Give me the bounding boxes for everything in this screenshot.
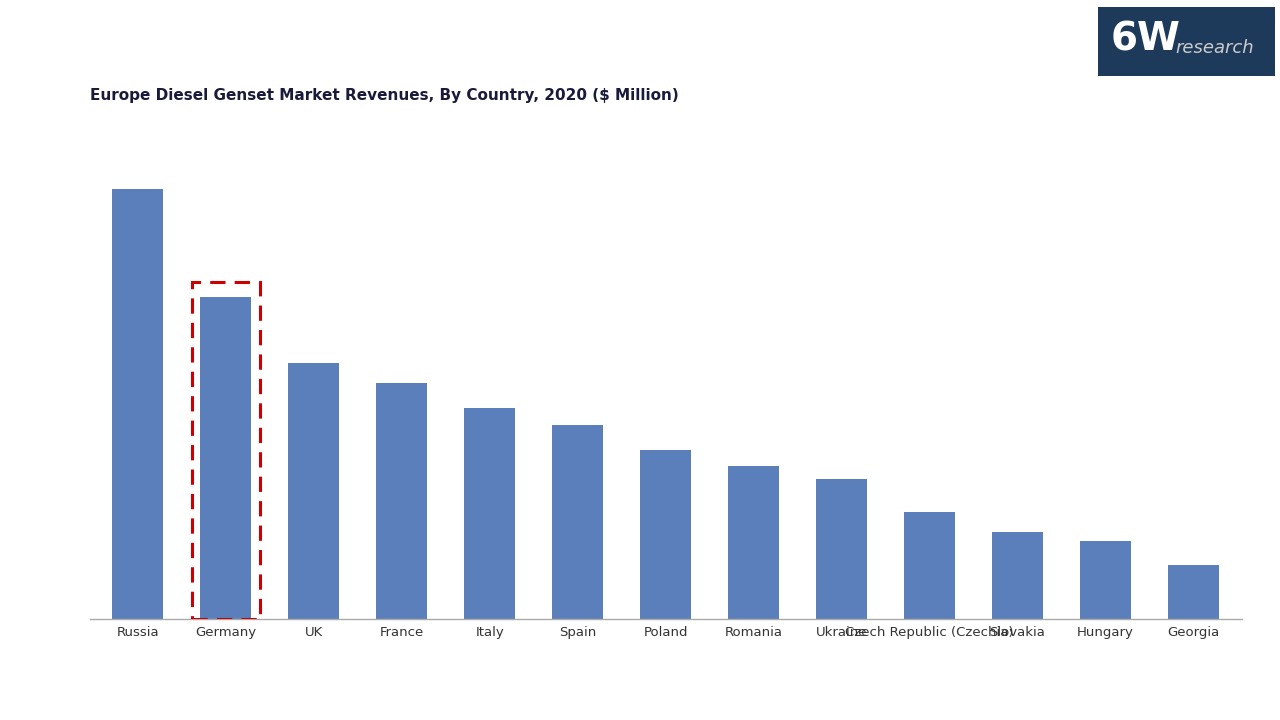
Bar [728, 466, 780, 619]
Bar [201, 297, 251, 619]
Bar [640, 449, 691, 619]
Bar [113, 189, 164, 619]
Bar [376, 384, 428, 619]
Bar [288, 363, 339, 619]
Bar [1080, 541, 1130, 619]
Bar [465, 408, 516, 619]
Bar [815, 479, 867, 619]
Text: research: research [1175, 39, 1253, 57]
Text: Top 13 Countries in Europe Diesel Genset Market: Top 13 Countries in Europe Diesel Genset… [23, 27, 1046, 63]
FancyBboxPatch shape [1098, 6, 1275, 76]
Bar [1167, 565, 1219, 619]
Bar [904, 512, 955, 619]
Bar [552, 425, 603, 619]
Text: Europe Diesel Genset Market Revenues, By Country, 2020 ($ Million): Europe Diesel Genset Market Revenues, By… [90, 88, 678, 103]
Text: 6W: 6W [1111, 21, 1181, 59]
Bar [992, 532, 1043, 619]
